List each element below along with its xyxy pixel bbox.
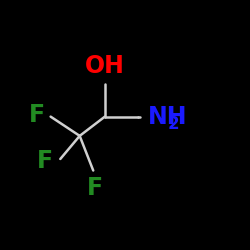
Text: F: F [29, 103, 45, 127]
Text: F: F [36, 149, 52, 173]
Text: 2: 2 [168, 115, 179, 133]
Text: OH: OH [85, 54, 125, 78]
Text: F: F [87, 176, 103, 200]
Text: NH: NH [148, 104, 187, 128]
